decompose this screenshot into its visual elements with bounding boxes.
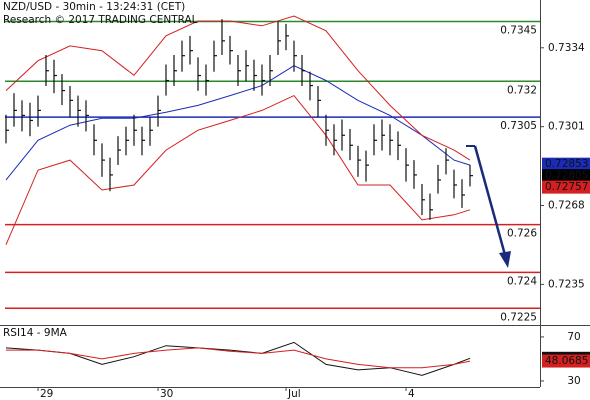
y-tick-label: 0.7235 [548,278,585,290]
rsi-line [6,347,471,369]
x-tick-label: 4 [408,388,415,400]
level-label: 0.724 [507,275,537,287]
price-tag-label: 0.72853 [545,158,588,170]
level-label: 0.7225 [500,311,537,323]
price-tag [542,169,590,183]
rsi-tag [542,354,590,368]
chart-subtitle: Research © 2017 TRADING CENTRAL [3,14,198,26]
x-tick-label: 30 [160,388,173,400]
level-label: 0.7345 [500,25,537,37]
level-label: 0.7305 [500,120,537,132]
indicator-title: RSI14 - 9MA [3,327,68,339]
overlay-line [5,15,471,161]
level-label: 0.732 [507,84,537,96]
price-tag-label: 0.72757 [545,181,588,193]
y-tick-label: 0.7334 [548,42,585,54]
price-tag [542,180,590,194]
level-label: 0.726 [507,228,537,240]
rsi-tick-label: 30 [567,375,580,387]
forecast-arrow [473,145,507,256]
rsi-line [5,341,471,376]
rsi-tick-label: 70 [567,331,580,343]
marks: 0.7334 0.7301 0.7268 0.7235 29 30 Jul 4 0.7345 0.… [5,15,590,400]
y-tick-label: 0.7268 [548,200,585,212]
chart-title: NZD/USD - 30min - 13:24:31 (CET) [3,1,185,13]
price-tag [542,157,590,171]
overlay-line [5,94,471,245]
x-tick-label: Jul [287,388,301,400]
arrow-head [499,251,511,268]
rsi-tag-label: 48.0685 [545,355,588,367]
x-tick-label: 29 [40,388,53,400]
y-tick-label: 0.7301 [548,121,585,133]
price-tag-label: 0.72805 [545,170,588,182]
